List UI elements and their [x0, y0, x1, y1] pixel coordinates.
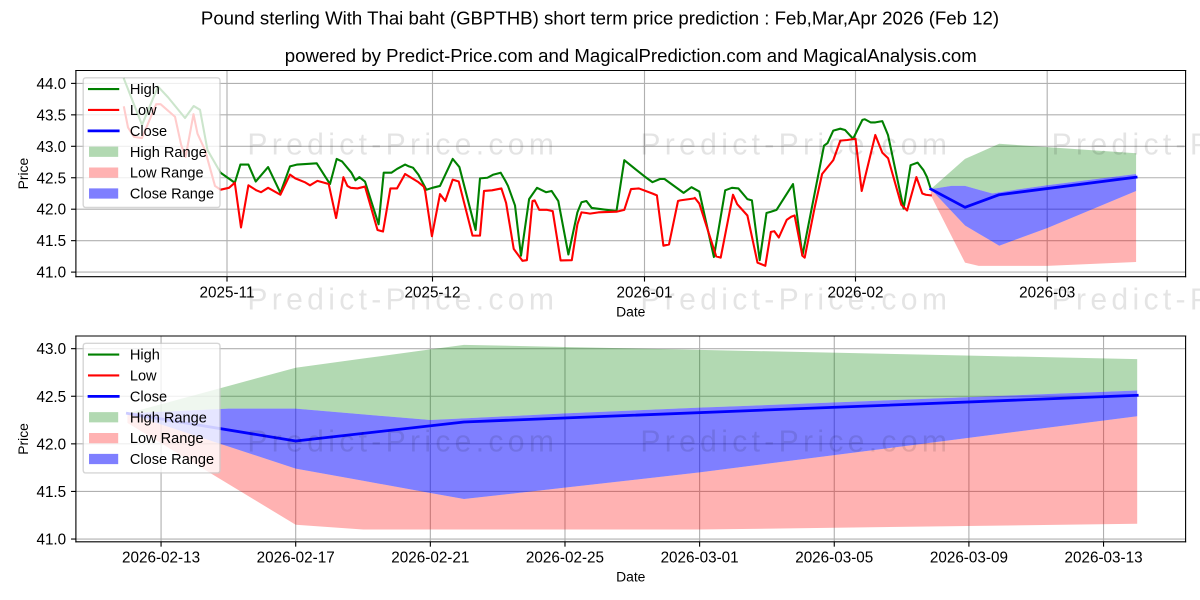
svg-text:Predict-Price.com: Predict-Price.com	[640, 425, 951, 458]
svg-text:41.5: 41.5	[36, 233, 66, 250]
svg-text:2025-12: 2025-12	[404, 284, 460, 301]
svg-text:High Range: High Range	[130, 410, 207, 426]
svg-text:Predict-Price.com: Predict-Price.com	[640, 128, 951, 161]
svg-text:Close Range: Close Range	[130, 452, 214, 468]
svg-text:41.0: 41.0	[36, 532, 66, 549]
svg-text:43.0: 43.0	[36, 341, 66, 358]
svg-text:powered by Predict-Price.com a: powered by Predict-Price.com and Magical…	[285, 45, 977, 66]
svg-text:2026-03-01: 2026-03-01	[661, 550, 739, 567]
svg-text:43.0: 43.0	[36, 139, 66, 156]
svg-text:2026-03-13: 2026-03-13	[1064, 550, 1142, 567]
svg-text:41.0: 41.0	[36, 265, 66, 282]
svg-text:Predict-Price.com: Predict-Price.com	[640, 283, 951, 316]
svg-text:Low Range: Low Range	[130, 431, 204, 447]
svg-text:Date: Date	[616, 568, 646, 584]
svg-text:Predict-Price.com: Predict-Price.com	[247, 283, 558, 316]
svg-text:Pound sterling With Thai baht: Pound sterling With Thai baht (GBPTHB) s…	[201, 7, 999, 28]
svg-text:42.5: 42.5	[36, 389, 66, 406]
svg-text:42.0: 42.0	[36, 202, 66, 219]
svg-text:Predict-Price.com: Predict-Price.com	[247, 425, 558, 458]
svg-text:42.5: 42.5	[36, 170, 66, 187]
svg-text:2026-03-09: 2026-03-09	[930, 550, 1008, 567]
svg-text:Close: Close	[130, 389, 167, 405]
svg-text:2026-03-05: 2026-03-05	[795, 550, 873, 567]
svg-text:2026-02-25: 2026-02-25	[526, 550, 604, 567]
svg-text:2026-02-21: 2026-02-21	[391, 550, 469, 567]
svg-text:Close Range: Close Range	[130, 187, 214, 203]
svg-text:44.0: 44.0	[36, 76, 66, 93]
svg-text:Predict-Price.com: Predict-Price.com	[1052, 128, 1200, 161]
svg-text:Price: Price	[15, 423, 31, 455]
svg-text:Predict-Price.com: Predict-Price.com	[1052, 283, 1200, 316]
svg-text:Predict-Price.com: Predict-Price.com	[247, 128, 558, 161]
svg-text:2026-02: 2026-02	[827, 284, 883, 301]
svg-text:43.5: 43.5	[36, 107, 66, 124]
svg-text:High: High	[130, 82, 160, 98]
svg-text:42.0: 42.0	[36, 436, 66, 453]
svg-text:41.5: 41.5	[36, 484, 66, 501]
svg-text:High: High	[130, 348, 160, 364]
svg-text:2026-02-13: 2026-02-13	[122, 550, 200, 567]
svg-text:2025-11: 2025-11	[200, 284, 255, 301]
svg-text:Low: Low	[130, 369, 157, 385]
svg-text:2026-03: 2026-03	[1019, 284, 1075, 301]
svg-text:2026-02-17: 2026-02-17	[257, 550, 335, 567]
svg-text:Price: Price	[15, 158, 31, 190]
svg-text:2026-01: 2026-01	[616, 284, 672, 301]
svg-text:Close: Close	[130, 124, 167, 140]
svg-text:Low: Low	[130, 103, 157, 119]
svg-text:Low Range: Low Range	[130, 166, 204, 182]
svg-text:High Range: High Range	[130, 145, 207, 161]
svg-text:Date: Date	[616, 303, 646, 319]
